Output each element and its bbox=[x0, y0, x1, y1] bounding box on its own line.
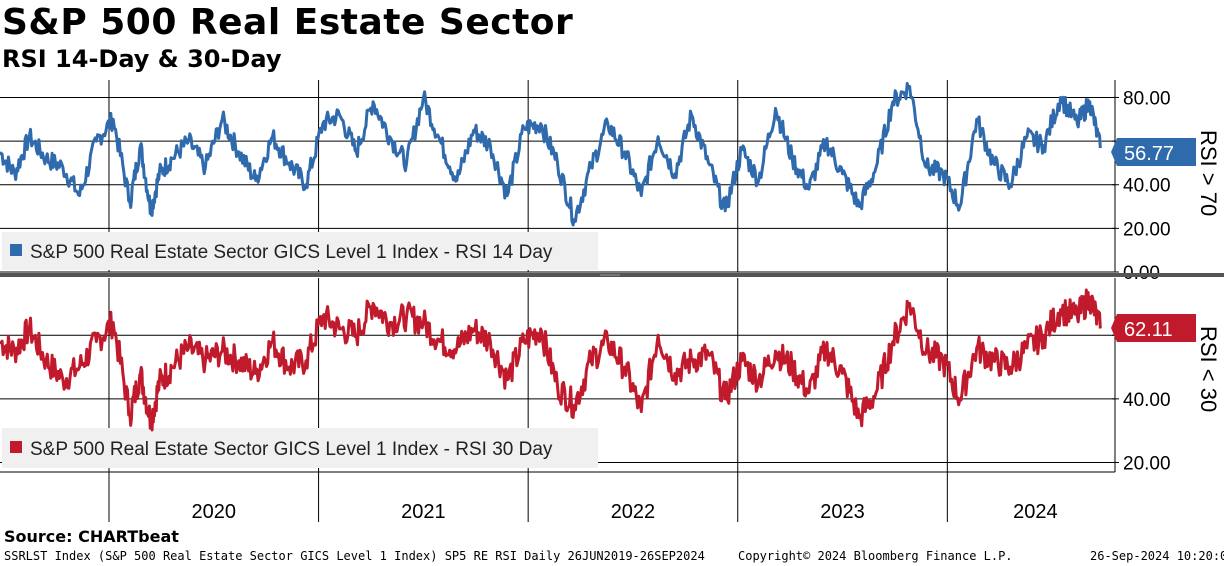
rsi14-last-value-tag: 56.77 bbox=[1111, 138, 1196, 166]
x-tick-label: 2022 bbox=[611, 501, 656, 523]
rsi30-last-value-tag: 62.11 bbox=[1111, 314, 1196, 342]
rsi30-axis-label: RSI < 30 bbox=[1196, 326, 1221, 412]
rsi14-ytick-label: 20.00 bbox=[1123, 219, 1171, 240]
rsi14-last-value: 56.77 bbox=[1124, 143, 1174, 165]
chart-title: S&P 500 Real Estate Sector bbox=[2, 2, 574, 43]
rsi14-legend-label: S&P 500 Real Estate Sector GICS Level 1 … bbox=[30, 242, 553, 263]
x-axis: 201920202021202220232024 bbox=[108, 472, 1058, 523]
rsi14-ytick-label: 40.00 bbox=[1123, 176, 1171, 197]
rsi30-legend-label: S&P 500 Real Estate Sector GICS Level 1 … bbox=[30, 439, 553, 460]
rsi30-legend-box bbox=[2, 428, 598, 468]
x-tick-label: 2021 bbox=[401, 501, 446, 523]
rsi14-ytick-label: 80.00 bbox=[1123, 88, 1171, 109]
rsi14-series-line bbox=[0, 82, 1102, 227]
rsi30-yaxis: 20.00 40.00 bbox=[1112, 278, 1171, 474]
rsi30-last-value: 62.11 bbox=[1124, 319, 1173, 341]
rsi30-series-line bbox=[0, 288, 1102, 432]
rsi14-axis-label: RSI > 70 bbox=[1196, 130, 1221, 216]
x-tick-label: 2024 bbox=[1013, 501, 1058, 523]
copyright: Copyright© 2024 Bloomberg Finance L.P. bbox=[738, 549, 1013, 563]
x-tick-label: 2023 bbox=[820, 501, 865, 523]
x-tick-label: 2020 bbox=[192, 501, 237, 523]
timestamp: 26-Sep-2024 10:20:05 bbox=[1090, 549, 1224, 563]
rsi30-ytick-label: 20.00 bbox=[1123, 453, 1171, 474]
chart-subtitle: RSI 14-Day & 30-Day bbox=[2, 45, 282, 73]
ticker-info: SSRLST Index (S&P 500 Real Estate Sector… bbox=[4, 549, 705, 563]
rsi14-legend-box bbox=[2, 232, 598, 270]
rsi14-legend-swatch bbox=[10, 244, 22, 256]
source-note: Source: CHARTbeat bbox=[4, 527, 179, 546]
rsi30-legend-swatch bbox=[10, 441, 22, 453]
rsi30-ytick-label: 40.00 bbox=[1123, 390, 1171, 411]
